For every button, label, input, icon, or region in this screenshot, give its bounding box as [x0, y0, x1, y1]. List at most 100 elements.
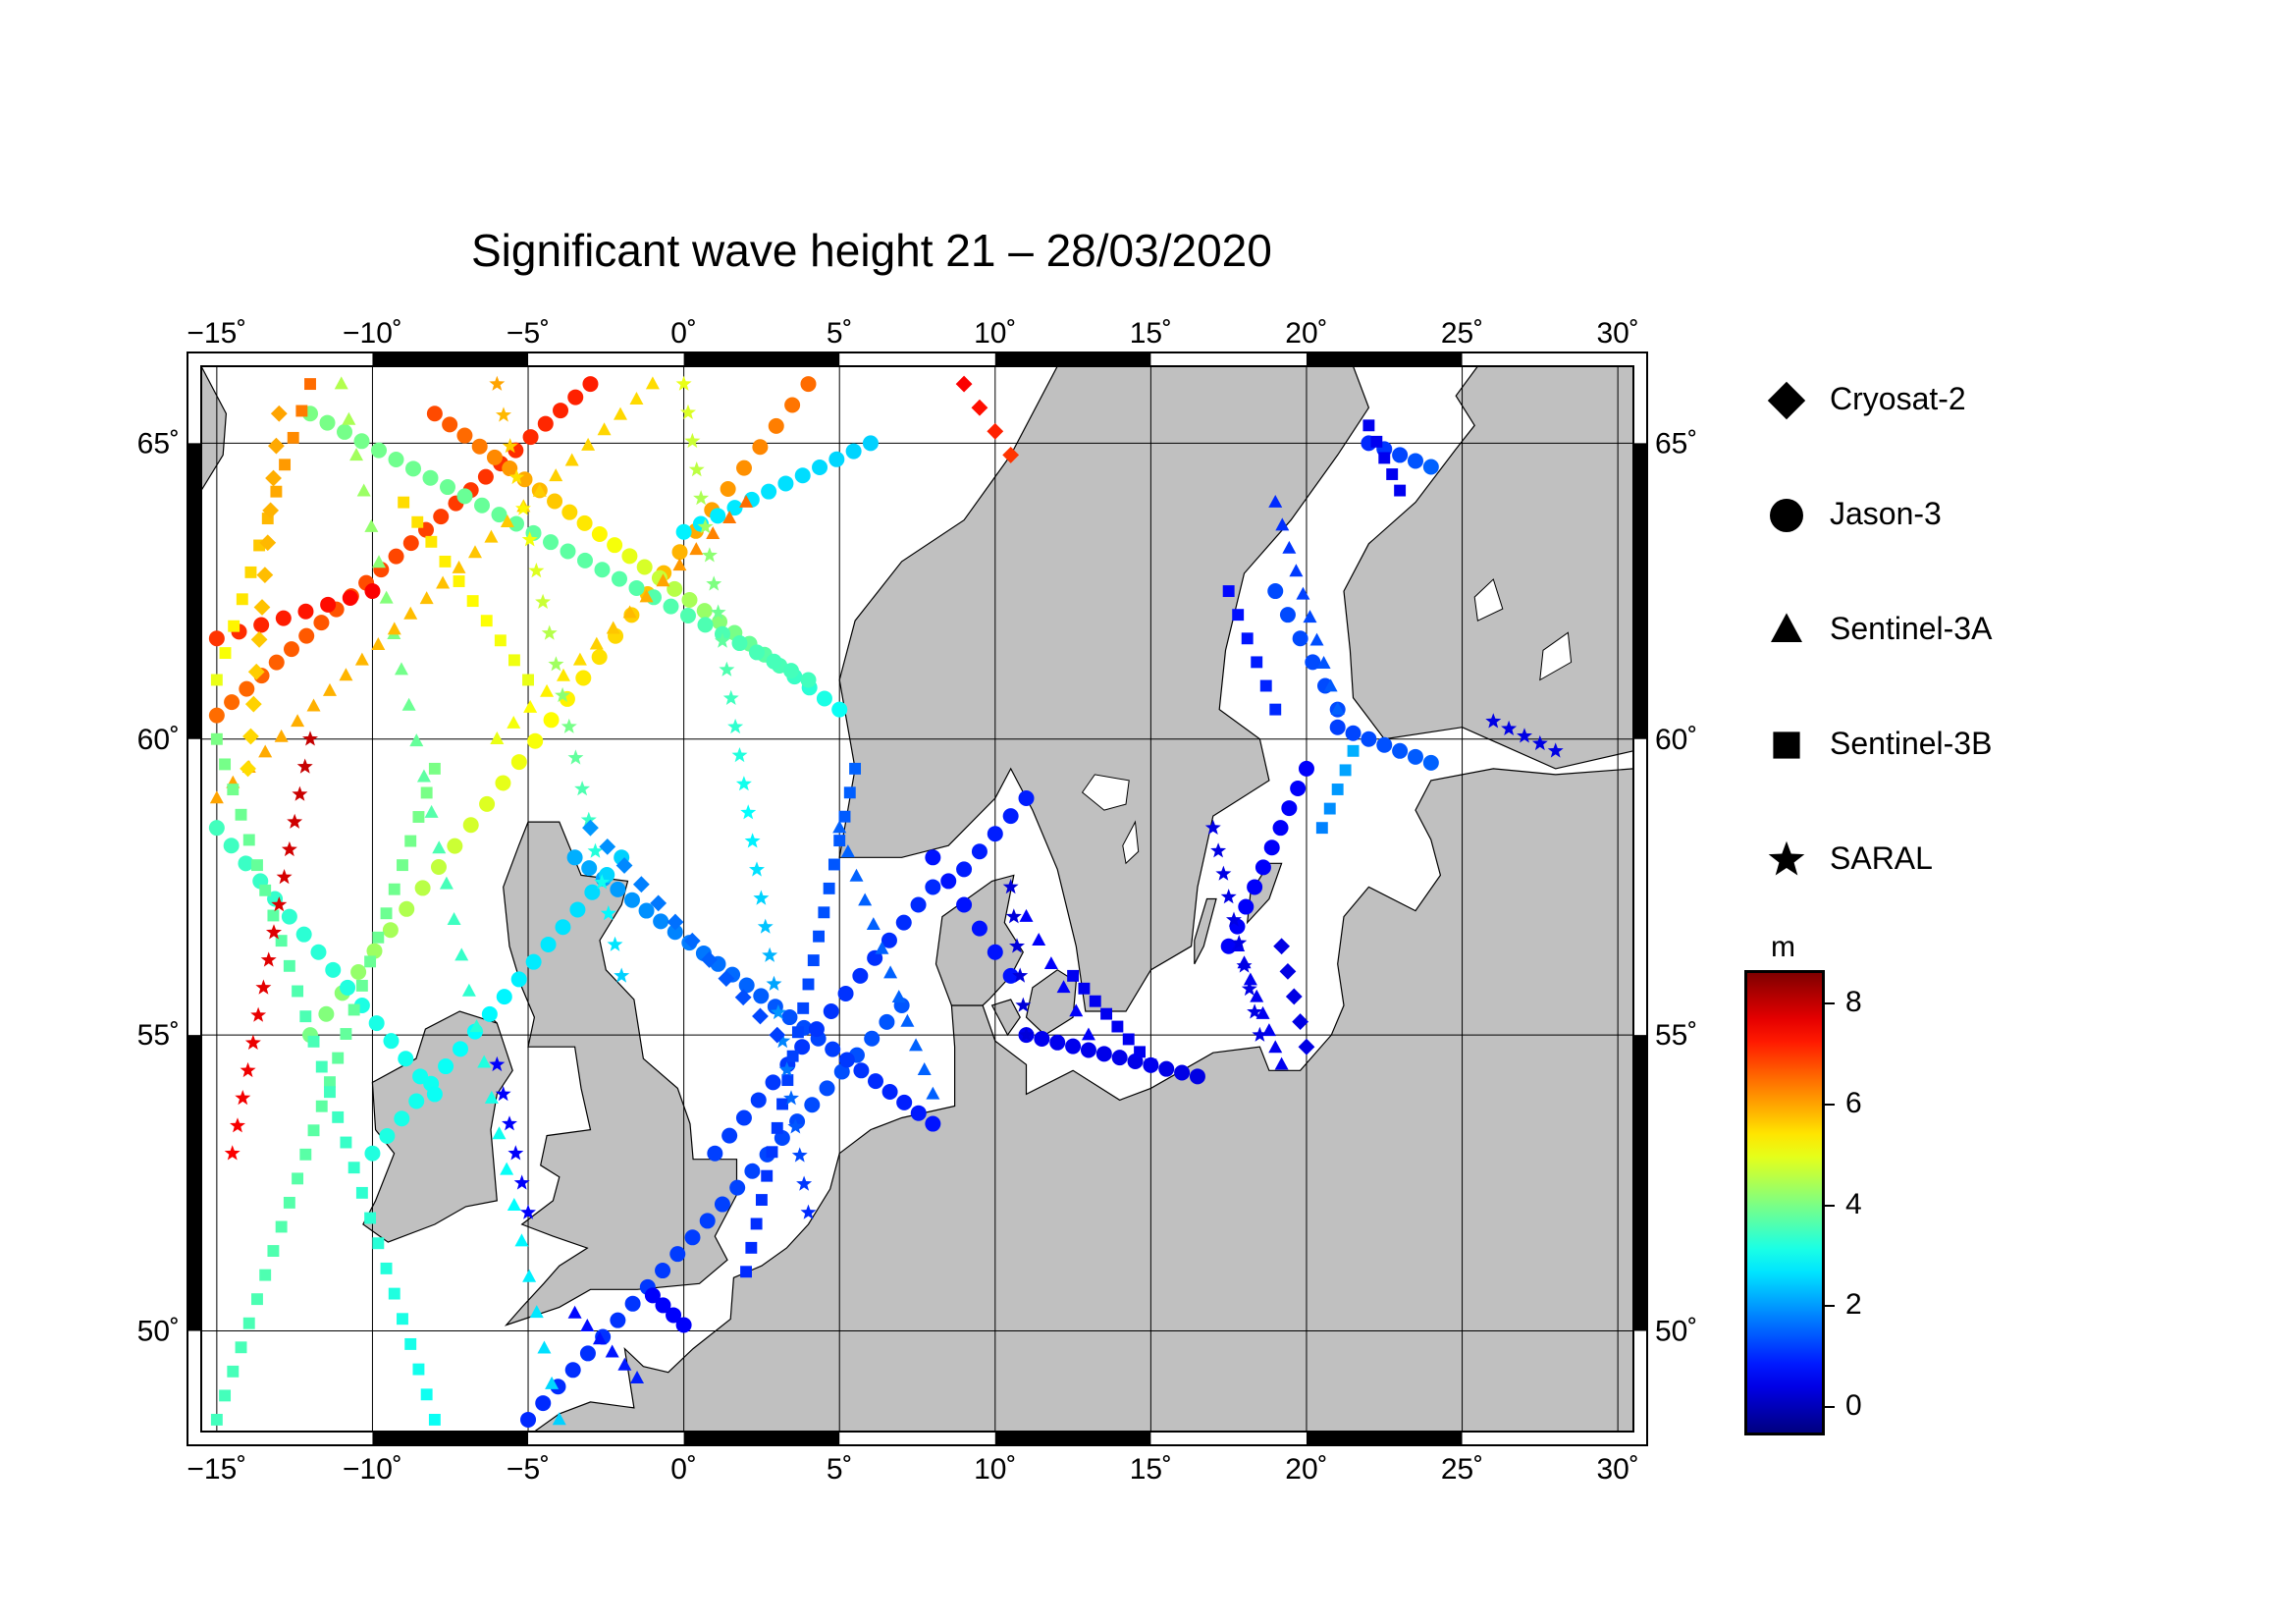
data-point: [1005, 908, 1022, 924]
data-point: [1296, 586, 1310, 600]
data-point: [403, 606, 418, 620]
data-point: [971, 399, 988, 416]
data-point: [510, 971, 527, 988]
data-point: [896, 1094, 913, 1110]
data-point: [372, 1237, 385, 1250]
data-point: [489, 1055, 506, 1072]
data-point: [372, 555, 387, 568]
data-point: [840, 844, 855, 858]
data-point: [1298, 760, 1314, 777]
data-point: [292, 985, 304, 998]
data-point: [605, 1344, 619, 1358]
data-point: [412, 1068, 429, 1085]
data-point: [259, 534, 277, 552]
data-point: [761, 1169, 774, 1182]
data-point: [1238, 898, 1255, 915]
data-point: [555, 919, 571, 936]
data-point: [422, 469, 439, 486]
data-point: [242, 834, 255, 846]
data-point: [500, 1162, 514, 1175]
frame-bar-bottom: [683, 1432, 840, 1445]
data-point: [342, 589, 358, 606]
lon-tick-label-top: 20˚: [1285, 317, 1327, 350]
data-point: [412, 811, 425, 823]
data-point: [757, 918, 774, 934]
data-point: [295, 405, 308, 417]
data-point: [1315, 822, 1328, 835]
data-point: [607, 936, 623, 951]
data-point: [675, 375, 692, 391]
data-point: [987, 826, 1003, 842]
axis-ticks: −15˚ −15˚ −10˚ −10˚ −5˚ −5˚ 0˚ 0˚ 5˚ 5˚ 10˚ 10˚ 15˚ 1…: [137, 317, 1698, 1486]
data-point: [313, 615, 330, 631]
data-point: [339, 668, 353, 681]
landmass-oland: [1194, 897, 1217, 965]
data-point: [680, 404, 696, 419]
lon-tick-label-top: 30˚: [1596, 317, 1638, 350]
data-point: [597, 422, 612, 436]
data-point: [251, 1293, 263, 1306]
data-point: [426, 406, 443, 422]
data-point: [1015, 997, 1032, 1012]
data-point: [791, 1026, 804, 1039]
data-point: [611, 570, 627, 587]
data-point: [292, 1172, 304, 1185]
data-point: [701, 547, 718, 563]
data-point: [762, 947, 778, 962]
legend-label: Cryosat-2: [1830, 381, 1966, 416]
data-point: [832, 820, 847, 834]
chart-title: Significant wave height 21 – 28/03/2020: [471, 225, 1272, 276]
data-point: [838, 810, 851, 823]
data-point: [867, 949, 883, 966]
lon-tick-label-top: 10˚: [974, 317, 1016, 350]
data-point: [502, 438, 518, 454]
diamond-icon: [1767, 381, 1806, 420]
data-point: [1361, 730, 1377, 747]
data-point: [567, 389, 584, 406]
data-point: [794, 467, 811, 484]
data-point: [1231, 935, 1248, 950]
data-point: [572, 652, 587, 666]
data-point: [858, 893, 873, 906]
data-point: [1292, 630, 1308, 647]
data-point: [267, 1245, 280, 1257]
frame-bar-bottom: [994, 1432, 1151, 1445]
data-point: [581, 860, 598, 877]
frame-bar-top: [683, 352, 840, 366]
data-point: [1303, 610, 1317, 623]
data-point: [502, 460, 518, 477]
data-point: [414, 880, 431, 896]
data-point: [1002, 967, 1019, 984]
data-point: [490, 731, 505, 744]
circle-icon: [1770, 499, 1803, 532]
data-point: [766, 653, 782, 670]
data-point: [1309, 632, 1324, 646]
circle-marker: [1770, 499, 1803, 532]
data-point: [513, 1174, 530, 1190]
data-point: [567, 1305, 582, 1319]
data-point: [807, 954, 820, 967]
data-point: [219, 1389, 232, 1402]
data-point: [340, 1136, 352, 1149]
data-point: [1279, 607, 1296, 623]
data-point: [522, 674, 534, 686]
frame-bar-left: [187, 1035, 201, 1331]
data-point: [535, 1395, 552, 1412]
colorbar-tick-label: 2: [1845, 1288, 1862, 1322]
data-point: [655, 1263, 671, 1279]
data-point: [1243, 972, 1257, 986]
data-point: [304, 378, 316, 391]
data-point: [804, 1097, 821, 1113]
data-point: [527, 732, 544, 749]
data-point: [274, 729, 289, 742]
data-point: [1122, 1033, 1135, 1046]
data-point: [766, 1146, 778, 1159]
data-point: [599, 838, 616, 855]
data-point: [638, 902, 655, 919]
data-point: [266, 924, 282, 940]
data-point: [1362, 419, 1375, 432]
data-point: [474, 497, 491, 514]
landmass-scandinavia: [838, 365, 1370, 1012]
data-point: [622, 605, 637, 619]
data-point: [412, 1363, 425, 1376]
